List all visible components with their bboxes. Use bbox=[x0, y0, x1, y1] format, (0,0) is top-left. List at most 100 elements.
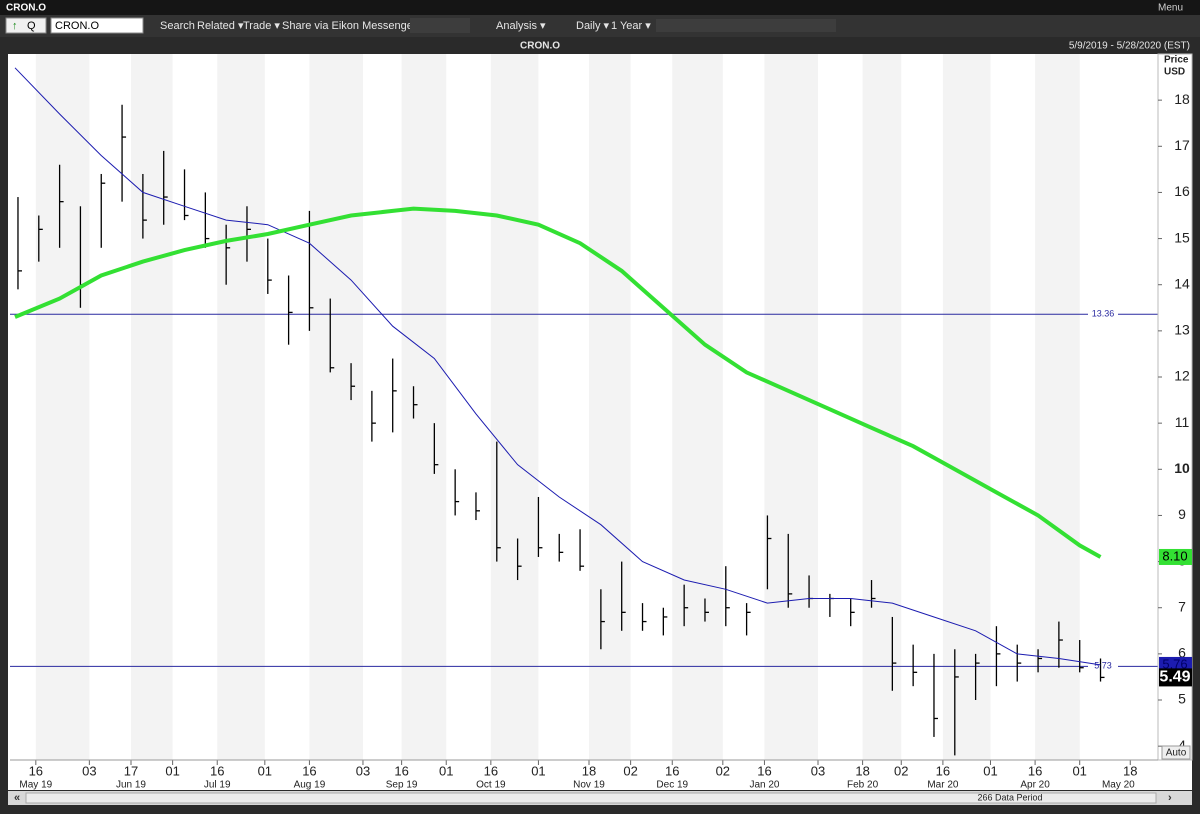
y-tick-label: 18 bbox=[1174, 91, 1190, 107]
x-tick-label: 02 bbox=[623, 763, 637, 778]
x-tick-label: 16 bbox=[1028, 763, 1042, 778]
x-month-label: Oct 19 bbox=[476, 780, 506, 791]
data-period: 266 Data Period bbox=[977, 792, 1042, 802]
date-band bbox=[862, 54, 902, 760]
x-month-label: Jul 19 bbox=[204, 780, 231, 791]
date-band bbox=[490, 54, 539, 760]
x-month-label: Sep 19 bbox=[386, 780, 418, 791]
y-tick-label: 10 bbox=[1174, 460, 1190, 476]
x-tick-label: 03 bbox=[82, 763, 96, 778]
scroll-thumb[interactable] bbox=[25, 792, 1157, 804]
toolbar-search[interactable]: Search bbox=[160, 20, 195, 32]
date-band bbox=[401, 54, 447, 760]
toolbar-trade[interactable]: Trade ▾ bbox=[243, 20, 280, 32]
auto-button[interactable] bbox=[1161, 745, 1191, 760]
x-month-label: Apr 20 bbox=[1020, 780, 1050, 791]
x-tick-label: 03 bbox=[356, 763, 370, 778]
symbol-input[interactable] bbox=[50, 17, 144, 34]
x-tick-label: 01 bbox=[983, 763, 997, 778]
y-tick-label: 15 bbox=[1174, 229, 1190, 245]
x-tick-label: 16 bbox=[665, 763, 679, 778]
y-axis-label: Price bbox=[1164, 55, 1189, 66]
x-tick-label: 17 bbox=[124, 763, 138, 778]
y-tick-label: 9 bbox=[1178, 506, 1186, 522]
x-tick-label: 16 bbox=[936, 763, 950, 778]
reference-label: 5.73 bbox=[1094, 661, 1112, 671]
y-tick-label: 4 bbox=[1178, 737, 1186, 753]
x-tick-label: 18 bbox=[855, 763, 869, 778]
x-month-label: Feb 20 bbox=[847, 780, 879, 791]
x-tick-label: 16 bbox=[29, 763, 43, 778]
moving-average bbox=[14, 206, 1102, 559]
date-band bbox=[942, 54, 991, 760]
x-tick-label: 01 bbox=[531, 763, 545, 778]
chart-title: CRON.O bbox=[520, 41, 560, 52]
y-tick-label: 7 bbox=[1178, 598, 1186, 614]
x-tick-label: 16 bbox=[302, 763, 316, 778]
date-band bbox=[35, 54, 90, 760]
toolbar-share[interactable]: Share via Eikon Messenger... bbox=[282, 20, 425, 32]
date-band bbox=[217, 54, 265, 760]
x-month-label: Mar 20 bbox=[927, 780, 959, 791]
x-tick-label: 01 bbox=[439, 763, 453, 778]
icon-group[interactable] bbox=[410, 18, 470, 33]
scroll-left[interactable]: « bbox=[14, 792, 20, 804]
last-value-badge bbox=[1159, 668, 1192, 687]
y-tick-label: 11 bbox=[1175, 414, 1190, 430]
x-month-label: Nov 19 bbox=[573, 780, 605, 791]
menu[interactable]: Menu bbox=[1158, 3, 1183, 14]
toolbar-period[interactable]: 1 Year ▾ bbox=[611, 20, 651, 32]
x-tick-label: 18 bbox=[582, 763, 596, 778]
y-tick-label: 5 bbox=[1178, 691, 1186, 707]
x-month-label: Dec 19 bbox=[656, 780, 688, 791]
x-month-label: Jun 19 bbox=[116, 780, 146, 791]
x-tick-label: 01 bbox=[1072, 763, 1086, 778]
y-tick-label: 13 bbox=[1174, 322, 1190, 338]
scroll-right[interactable]: › bbox=[1168, 792, 1172, 804]
x-tick-label: 01 bbox=[258, 763, 272, 778]
last-value-badge bbox=[1159, 548, 1192, 565]
chart-header bbox=[0, 38, 1200, 53]
reference-label: 13.36 bbox=[1092, 309, 1115, 319]
window-title: CRON.O bbox=[6, 3, 46, 14]
date-band bbox=[764, 54, 818, 760]
date-band bbox=[1035, 54, 1080, 760]
y-axis-unit: USD bbox=[1164, 67, 1185, 78]
quote-button[interactable] bbox=[5, 17, 47, 34]
y-axis-panel bbox=[1157, 53, 1193, 761]
y-tick-label: 6 bbox=[1178, 645, 1186, 661]
toolbar-interval[interactable]: Daily ▾ bbox=[576, 20, 610, 32]
x-tick-label: 16 bbox=[757, 763, 771, 778]
toolbar bbox=[0, 15, 1200, 37]
plot: 13.36 5.73 bbox=[10, 54, 1158, 760]
x-month-label: May 19 bbox=[19, 780, 52, 791]
reference-label-bg bbox=[1088, 308, 1118, 321]
last-value-label: 8.10 bbox=[1162, 548, 1187, 563]
x-tick-label: 02 bbox=[716, 763, 730, 778]
auto-label[interactable]: Auto bbox=[1166, 748, 1187, 759]
y-tick-label: 12 bbox=[1174, 368, 1190, 384]
chart-tools[interactable] bbox=[656, 19, 836, 32]
arrow-icon: ↑ bbox=[12, 20, 18, 32]
date-band bbox=[672, 54, 723, 760]
date-band bbox=[309, 54, 363, 760]
symbol-input-text[interactable]: CRON.O bbox=[55, 20, 99, 32]
toolbar-analysis[interactable]: Analysis ▾ bbox=[496, 20, 546, 32]
x-month-label: Aug 19 bbox=[294, 780, 326, 791]
date-range: 5/9/2019 - 5/28/2020 (EST) bbox=[1069, 41, 1190, 52]
axes: 16 03 17 01 16 01 16 03 16 01 16 01 18 02 16 02 16 03 18 02… bbox=[10, 91, 1192, 791]
x-month-label: May 20 bbox=[1102, 780, 1135, 791]
last-value-label: 5.49 bbox=[1159, 669, 1190, 686]
date-band bbox=[130, 54, 173, 760]
x-tick-label: 18 bbox=[1123, 763, 1137, 778]
x-month-label: Jan 20 bbox=[749, 780, 779, 791]
y-tick-label: 17 bbox=[1174, 137, 1190, 153]
x-tick-label: 16 bbox=[394, 763, 408, 778]
date-band bbox=[588, 54, 631, 760]
toolbar-related[interactable]: Related ▾ bbox=[197, 20, 244, 32]
y-tick-label: 16 bbox=[1174, 183, 1190, 199]
reference-label-bg bbox=[1088, 660, 1118, 673]
quote-type: Q bbox=[27, 20, 36, 32]
y-tick-label: 14 bbox=[1174, 275, 1190, 291]
